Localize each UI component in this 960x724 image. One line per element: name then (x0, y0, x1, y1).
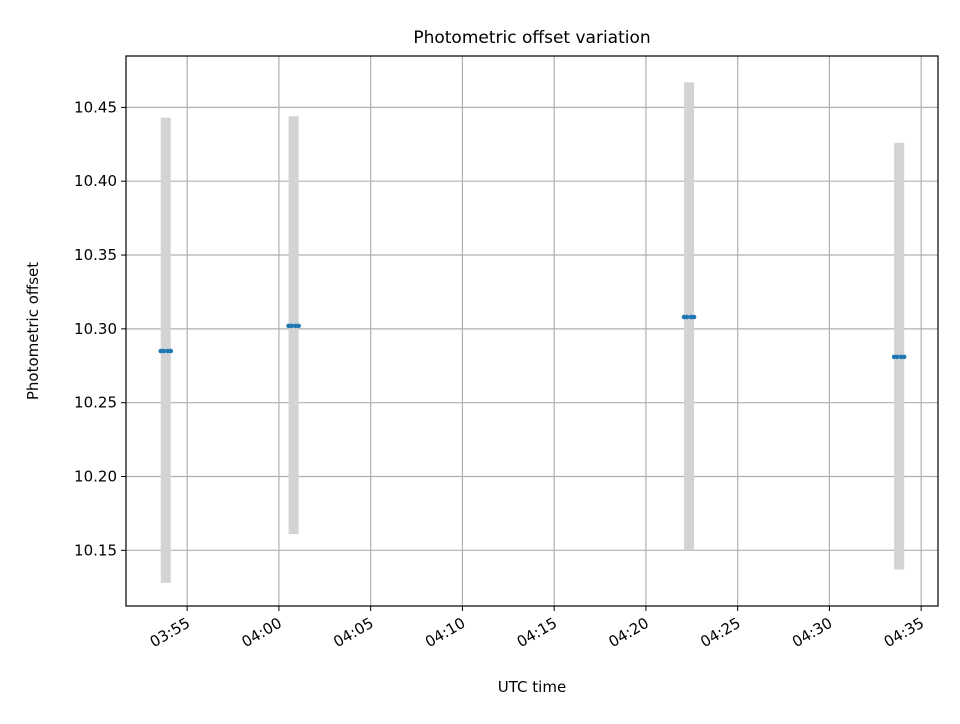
data-point (684, 314, 690, 320)
x-tick-label: 04:10 (422, 614, 468, 651)
x-tick-label: 04:25 (697, 614, 743, 651)
y-tick-label: 10.35 (74, 246, 117, 264)
x-tick-label: 04:35 (881, 614, 927, 651)
x-tick-label: 04:15 (514, 614, 560, 651)
data-point (289, 323, 294, 329)
data-point (161, 348, 167, 354)
plot-frame (125, 55, 939, 607)
x-tick-label: 04:30 (789, 614, 835, 651)
data-point (296, 323, 301, 329)
x-tick-label: 03:55 (147, 614, 193, 651)
y-tick-label: 10.15 (74, 541, 117, 559)
data-point (901, 354, 907, 360)
y-tick-label: 10.45 (74, 98, 117, 116)
y-tick-label: 10.40 (74, 172, 117, 190)
error-bars (160, 82, 905, 583)
grid (126, 56, 938, 606)
data-points (158, 314, 907, 360)
y-axis-label: Photometric offset (24, 262, 42, 400)
x-tick-label: 04:00 (238, 614, 284, 651)
data-point (168, 348, 174, 354)
chart-title: Photometric offset variation (413, 28, 650, 48)
x-tick-label: 04:20 (605, 614, 651, 651)
y-tick-label: 10.25 (74, 394, 117, 412)
data-point (894, 354, 900, 360)
data-point (691, 314, 697, 320)
y-tick-label: 10.20 (74, 468, 117, 486)
y-tick-label: 10.30 (74, 320, 117, 338)
x-tick-label: 04:05 (330, 614, 376, 651)
x-axis-label: UTC time (498, 678, 566, 696)
